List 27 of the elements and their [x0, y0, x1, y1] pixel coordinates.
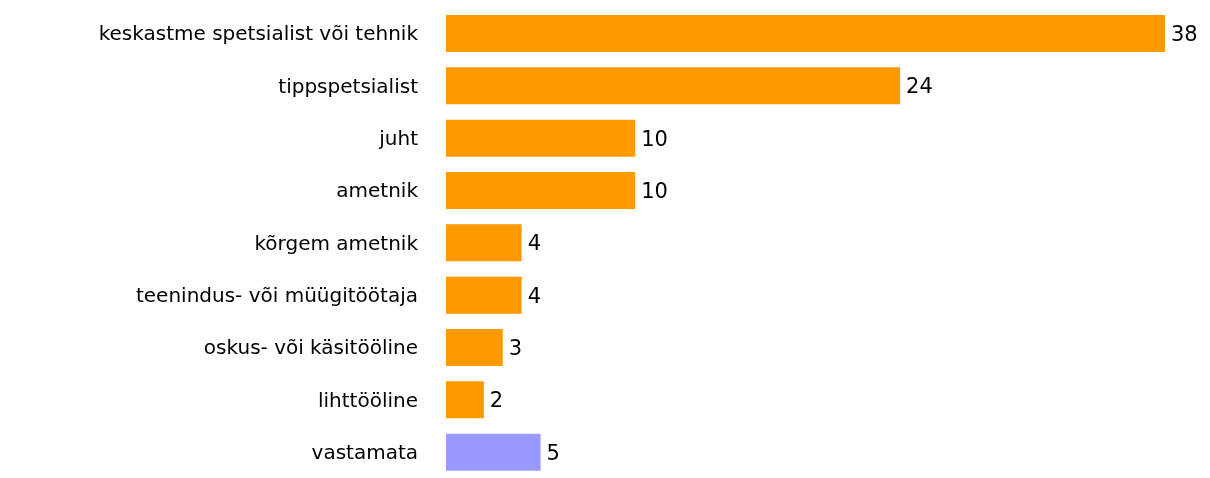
- data-label: 4: [527, 231, 542, 256]
- data-label: 10: [641, 178, 668, 203]
- data-label: 2: [489, 388, 504, 413]
- bar: [446, 172, 636, 209]
- bar: [446, 381, 484, 419]
- bar: [446, 276, 522, 314]
- bar: [446, 329, 503, 366]
- data-label: 4: [527, 283, 542, 308]
- bar: [446, 433, 541, 471]
- y-tick-label: oskus- või käsitööline: [203, 335, 418, 360]
- y-tick-label: tippspetsialist: [278, 73, 419, 98]
- data-label: 5: [546, 440, 560, 465]
- y-tick-label: kõrgem ametnik: [254, 230, 419, 255]
- data-label: 3: [508, 335, 523, 360]
- bar: [446, 67, 901, 105]
- bar: [446, 224, 522, 262]
- y-tick-label: teenindus- või müügitöötaja: [135, 282, 418, 307]
- y-tick-label: vastamata: [311, 439, 418, 464]
- data-label: 38: [1171, 21, 1198, 46]
- bar: [446, 119, 636, 157]
- bar: [446, 15, 1165, 52]
- data-label: 24: [906, 74, 933, 99]
- y-tick-label: lihttööline: [317, 387, 418, 412]
- data-label: 10: [641, 126, 668, 151]
- y-tick-label: juht: [378, 125, 419, 150]
- y-tick-label: ametnik: [336, 178, 419, 203]
- y-tick-label: keskastme spetsialist või tehnik: [98, 21, 419, 46]
